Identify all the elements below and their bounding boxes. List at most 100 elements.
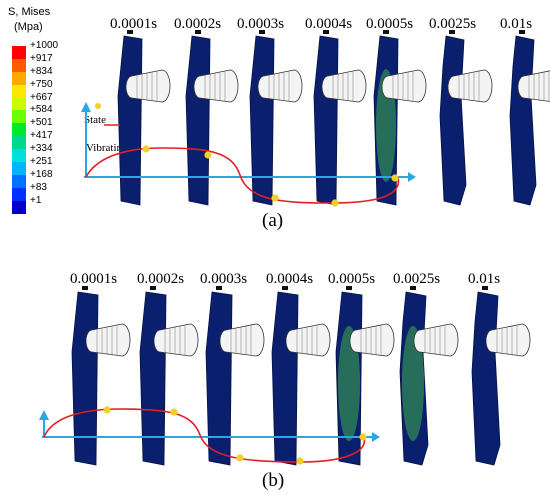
legend-label: +251 (30, 156, 53, 168)
caption-b: (b) (262, 470, 285, 491)
time-label: 0.0001s (110, 16, 158, 32)
vibration-curve-b (43, 408, 366, 463)
legend-label: +168 (30, 168, 53, 180)
target-plate (117, 35, 143, 206)
legend-label: +417 (30, 130, 53, 142)
projectile (219, 323, 265, 357)
projectile (85, 323, 131, 357)
time-label: 0.0003s (200, 271, 248, 287)
legend-swatch (12, 58, 26, 72)
vibration-curve-a (85, 147, 400, 204)
state-marker-a (271, 194, 279, 202)
target-plate (509, 35, 537, 206)
plate-top-mark (346, 286, 352, 290)
target-plate (439, 35, 467, 206)
plate-top-mark (383, 30, 389, 34)
projectile (349, 323, 395, 357)
time-label: 0.0004s (305, 16, 353, 32)
projectile (517, 70, 550, 102)
time-label: 0.0002s (174, 16, 222, 32)
axis-arrow-x-a (408, 172, 416, 182)
legend-label: +1000 (30, 40, 59, 51)
legend-swatch (12, 136, 26, 150)
legend-label: +1 (30, 194, 42, 206)
legend-title: S, Mises (8, 6, 51, 18)
legend-swatch (12, 200, 26, 214)
plate-top-mark (282, 286, 288, 290)
projectile (153, 323, 199, 357)
plate-top-mark (259, 30, 265, 34)
projectile (257, 69, 303, 103)
time-label: 0.01s (468, 271, 501, 287)
projectile (381, 69, 427, 103)
plate-top-mark (482, 286, 488, 290)
legend-swatch (12, 71, 26, 85)
target-plate (313, 35, 339, 206)
time-label: 0.0004s (266, 271, 314, 287)
plate-top-mark (150, 286, 156, 290)
projectile (285, 323, 331, 357)
axis-arrow-y-b (39, 410, 49, 420)
projectile (413, 323, 459, 357)
state-marker-a (391, 174, 399, 182)
legend-label: +584 (30, 104, 53, 116)
time-label: 0.01s (500, 16, 533, 32)
time-label: 0.0003s (237, 16, 285, 32)
axis-arrow-x-b (372, 432, 380, 442)
state-marker-a (331, 199, 339, 207)
target-plate (139, 291, 167, 466)
state-marker-a (204, 151, 212, 159)
plate-top-mark (449, 30, 455, 34)
state-marker-b (236, 454, 244, 462)
legend-swatch (12, 162, 26, 175)
legend-unit: (Mpa) (14, 21, 43, 33)
target-plate (271, 291, 299, 466)
plate-top-mark (82, 286, 88, 290)
target-plate (205, 291, 233, 466)
legend-swatch (12, 149, 26, 163)
legend-labels: +1000 +917 +834 +750 +667 +584 +501 +417 +334 +25… (30, 40, 58, 208)
plate-top-mark (127, 30, 133, 34)
stress-region (338, 325, 360, 442)
legend-swatch (12, 123, 26, 137)
projectile (125, 69, 171, 103)
legend-color-bar (12, 46, 26, 214)
stress-region (402, 325, 424, 442)
time-label: 0.0005s (366, 16, 414, 32)
legend-swatch (12, 84, 26, 98)
projectile (447, 69, 493, 103)
time-label: 0.0025s (429, 16, 477, 32)
target-plate (71, 291, 99, 466)
plate-top-mark (216, 286, 222, 290)
caption-a: (a) (262, 210, 284, 231)
plate-top-mark (195, 30, 201, 34)
state-marker-b (103, 406, 111, 414)
state-marker-a (142, 145, 150, 153)
projectile (485, 323, 531, 357)
time-label: 0.0025s (393, 271, 441, 287)
projectile (321, 69, 367, 103)
legend-label: +750 (30, 78, 53, 90)
target-plate (471, 291, 501, 466)
target-plate (249, 35, 275, 206)
legend-label: +667 (30, 91, 53, 103)
state-marker-b (170, 408, 178, 416)
plate-top-mark (323, 30, 329, 34)
state-label: State (84, 114, 106, 126)
time-label: 0.0005s (328, 271, 376, 287)
plate-top-mark (410, 286, 416, 290)
state-marker-b (296, 457, 304, 465)
plate-top-mark (519, 30, 525, 34)
legend-swatch (12, 187, 26, 201)
legend-swatch (12, 174, 26, 188)
target-plate (185, 35, 211, 206)
legend-label: +501 (30, 117, 53, 129)
legend-swatch (12, 110, 26, 124)
time-label: 0.0001s (70, 271, 118, 287)
legend-swatch (12, 46, 26, 59)
legend-label: +83 (30, 181, 47, 193)
legend-label: +334 (30, 143, 53, 155)
axis-arrow-y-a (81, 102, 91, 112)
projectile (193, 69, 239, 103)
state-legend-marker (95, 103, 101, 109)
